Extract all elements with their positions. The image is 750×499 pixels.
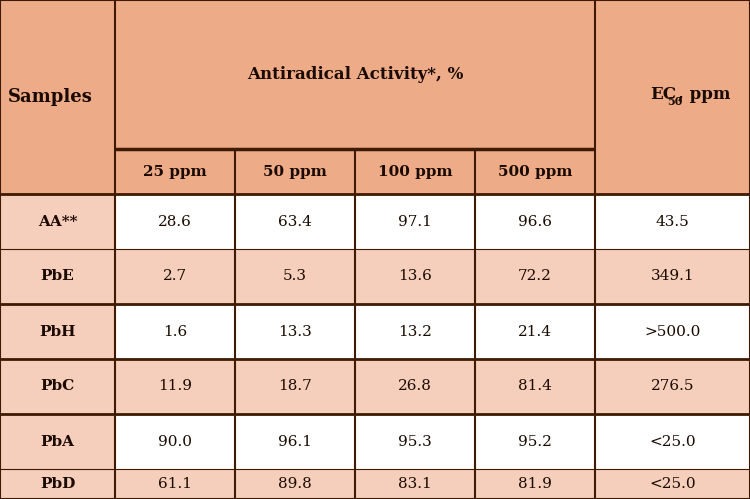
Bar [115, 194, 595, 249]
Text: 97.1: 97.1 [398, 215, 432, 229]
Text: 500 ppm: 500 ppm [498, 165, 572, 179]
Text: AA**: AA** [38, 215, 77, 229]
Bar [0, 304, 115, 359]
Text: 2.7: 2.7 [163, 269, 187, 283]
Text: 100 ppm: 100 ppm [378, 165, 452, 179]
Text: EC: EC [650, 85, 676, 102]
Text: 90.0: 90.0 [158, 435, 192, 449]
Bar [595, 469, 750, 499]
Text: PbD: PbD [40, 477, 75, 491]
Text: 43.5: 43.5 [656, 215, 689, 229]
Bar [0, 359, 115, 414]
Text: PbC: PbC [40, 380, 74, 394]
Text: 63.4: 63.4 [278, 215, 312, 229]
Text: 95.2: 95.2 [518, 435, 552, 449]
Bar [595, 359, 750, 414]
Text: 276.5: 276.5 [651, 380, 694, 394]
Bar [595, 414, 750, 469]
Text: 61.1: 61.1 [158, 477, 192, 491]
Text: 50: 50 [668, 95, 682, 106]
Bar [595, 304, 750, 359]
Text: 28.6: 28.6 [158, 215, 192, 229]
Text: 96.6: 96.6 [518, 215, 552, 229]
Bar [115, 249, 595, 304]
Bar [595, 249, 750, 304]
Text: 5.3: 5.3 [283, 269, 307, 283]
Text: 50 ppm: 50 ppm [263, 165, 327, 179]
Text: 13.2: 13.2 [398, 324, 432, 338]
Text: , ppm: , ppm [677, 85, 730, 102]
Bar [0, 469, 115, 499]
Text: 72.2: 72.2 [518, 269, 552, 283]
Bar [0, 249, 115, 304]
Bar [0, 194, 115, 249]
Text: 13.6: 13.6 [398, 269, 432, 283]
Text: PbE: PbE [40, 269, 74, 283]
Text: 26.8: 26.8 [398, 380, 432, 394]
Text: <25.0: <25.0 [650, 435, 696, 449]
Text: 25 ppm: 25 ppm [143, 165, 207, 179]
Text: 11.9: 11.9 [158, 380, 192, 394]
Text: PbH: PbH [39, 324, 76, 338]
Text: 89.8: 89.8 [278, 477, 312, 491]
Text: 21.4: 21.4 [518, 324, 552, 338]
Text: <25.0: <25.0 [650, 477, 696, 491]
Bar [0, 414, 115, 469]
Text: 95.3: 95.3 [398, 435, 432, 449]
Text: 81.9: 81.9 [518, 477, 552, 491]
Text: 18.7: 18.7 [278, 380, 312, 394]
Text: Antiradical Activity*, %: Antiradical Activity*, % [247, 66, 464, 83]
Text: 83.1: 83.1 [398, 477, 432, 491]
Text: 13.3: 13.3 [278, 324, 312, 338]
Bar [115, 414, 595, 469]
Bar [115, 359, 595, 414]
Text: Samples: Samples [8, 88, 93, 106]
Bar [115, 304, 595, 359]
Text: 1.6: 1.6 [163, 324, 188, 338]
Text: 81.4: 81.4 [518, 380, 552, 394]
Bar [595, 194, 750, 249]
Text: >500.0: >500.0 [644, 324, 700, 338]
Text: 349.1: 349.1 [651, 269, 694, 283]
Text: PbA: PbA [40, 435, 74, 449]
Bar [115, 469, 595, 499]
Text: 96.1: 96.1 [278, 435, 312, 449]
